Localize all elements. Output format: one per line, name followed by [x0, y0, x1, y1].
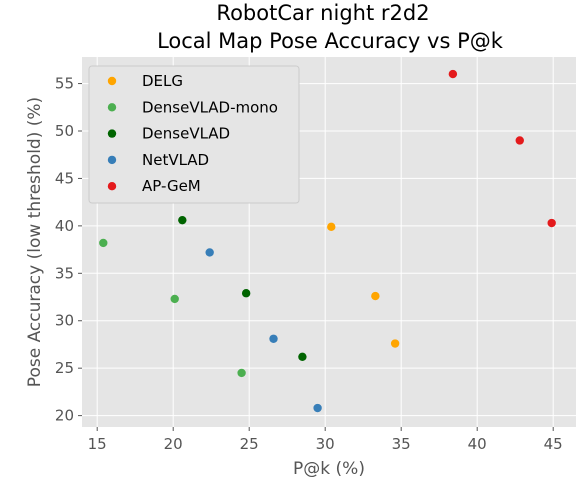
x-tick-label: 15: [88, 435, 107, 453]
legend-label: AP-GeM: [142, 177, 201, 195]
legend-marker: [107, 76, 117, 86]
data-point-densevlad-mono: [237, 368, 246, 378]
data-point-ap-gem: [515, 136, 524, 145]
data-point-ap-gem: [448, 69, 458, 79]
x-tick-labels: 15 20 25 30 35 40 45: [88, 427, 563, 453]
data-point-delg: [327, 222, 336, 232]
data-point-netvlad: [269, 334, 278, 343]
legend-label: DenseVLAD: [142, 125, 230, 143]
y-tick-label: 30: [55, 312, 74, 330]
x-tick-label: 35: [392, 435, 411, 453]
y-tick-label: 35: [55, 264, 74, 282]
data-point-densevlad: [298, 352, 307, 361]
data-point-densevlad-mono: [170, 294, 179, 304]
chart-title: RobotCar night r2d2: [216, 1, 429, 25]
legend-marker: [107, 182, 117, 191]
y-tick-labels: 20 25 30 35 40 45 50 55: [55, 75, 82, 425]
x-tick-label: 30: [316, 435, 335, 453]
data-point-densevlad: [241, 289, 251, 298]
y-tick-label: 55: [55, 75, 74, 93]
x-tick-label: 40: [468, 435, 487, 453]
x-axis-label: P@k (%): [293, 459, 365, 479]
legend-marker: [107, 129, 117, 138]
data-point-delg: [371, 291, 380, 301]
legend: DELG DenseVLAD-mono DenseVLAD NetVLAD AP-GeM: [88, 65, 300, 204]
legend-label: NetVLAD: [142, 151, 209, 169]
data-point-densevlad-mono: [99, 238, 108, 248]
data-point-netvlad: [205, 248, 214, 257]
y-tick-label: 45: [55, 169, 74, 187]
y-tick-label: 20: [55, 407, 74, 425]
legend-label: DenseVLAD-mono: [142, 98, 278, 116]
x-tick-label: 45: [544, 435, 563, 453]
y-axis-label: Pose Accuracy (low threshold) (%): [25, 97, 45, 387]
chart-subtitle: Local Map Pose Accuracy vs P@k: [157, 29, 504, 53]
data-point-delg: [390, 339, 400, 348]
y-tick-label: 25: [55, 359, 74, 377]
legend-marker: [107, 155, 117, 165]
y-tick-label: 40: [55, 217, 74, 235]
data-point-densevlad: [178, 215, 187, 225]
legend-items: DELG DenseVLAD-mono DenseVLAD NetVLAD AP-GeM: [107, 72, 278, 195]
y-tick-label: 50: [55, 122, 74, 140]
data-point-netvlad: [313, 403, 322, 413]
x-tick-label: 20: [164, 435, 183, 453]
legend-marker: [107, 103, 117, 112]
data-points: [99, 69, 556, 413]
legend-label: DELG: [142, 72, 183, 90]
legend-box: [88, 65, 300, 204]
data-point-ap-gem: [547, 218, 556, 228]
x-tick-label: 25: [240, 435, 259, 453]
